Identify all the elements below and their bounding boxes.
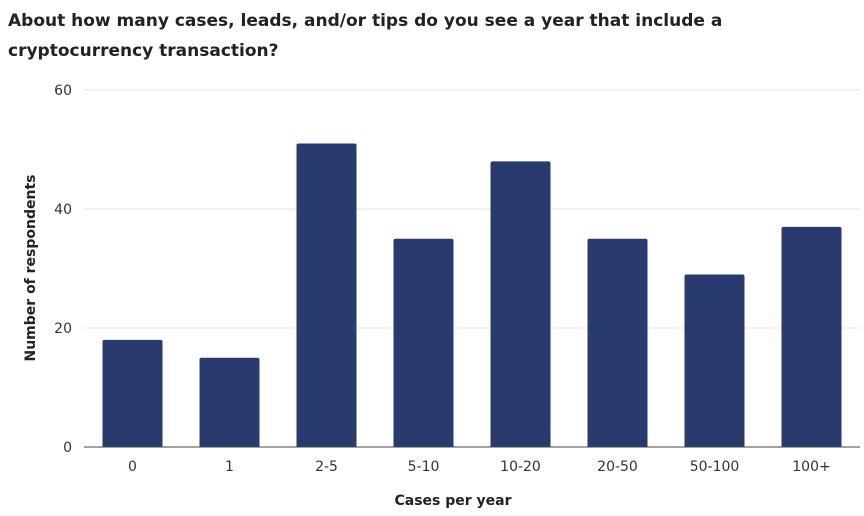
bar-10-20 [490,161,551,447]
x-axis-title: Cases per year [394,493,511,509]
chart-title: About how many cases, leads, and/or tips… [8,11,723,61]
x-tick-label: 10-20 [500,459,541,475]
x-tick-label: 50-100 [690,459,740,475]
y-tick-label: 20 [54,321,72,337]
bar-0 [102,339,163,447]
bar-20-50 [587,238,648,447]
y-tick-label: 0 [63,440,72,456]
bar-5-10 [393,238,454,447]
bars [102,143,842,448]
bar-2-5 [296,143,357,448]
x-tick-labels: 0 1 2-5 5-10 10-20 20-50 50-100 100+ [128,459,831,475]
x-tick-label: 1 [225,459,234,475]
y-tick-labels: 0 20 40 60 [54,83,72,456]
y-tick-label: 60 [54,83,72,99]
x-tick-label: 0 [128,459,137,475]
x-tick-label: 2-5 [315,459,338,475]
x-tick-label: 5-10 [408,459,440,475]
bar-50-100 [684,274,745,447]
y-tick-label: 40 [54,202,72,218]
y-axis-title: Number of respondents [23,175,39,362]
bar-100+ [781,226,842,447]
x-tick-label: 100+ [792,459,830,475]
x-tick-label: 20-50 [597,459,638,475]
bar-1 [199,357,260,447]
